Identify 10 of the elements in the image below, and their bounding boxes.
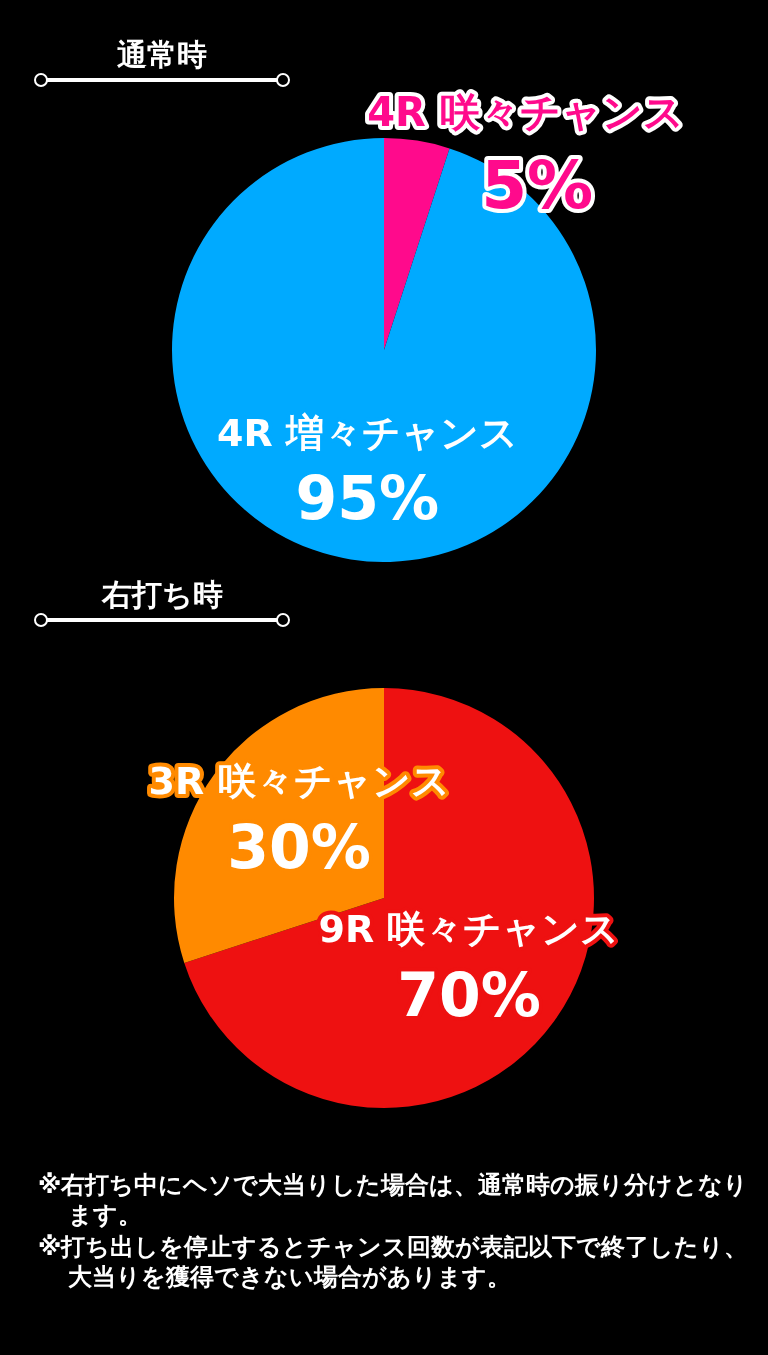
data-label: 70%: [397, 959, 541, 1030]
text: ※右打ち中にヘソで大当りした場合は、通常時の振り分けとなります。: [38, 1170, 750, 1230]
chart-title: 通常時: [116, 36, 208, 74]
text: ※打ち出しを停止するとチャンス回数が表記以下で終了したり、大当りを獲得できない場合があります。: [38, 1232, 750, 1292]
data-label: 95%: [295, 463, 440, 534]
data-label: 30%: [227, 811, 371, 882]
slice-label: 4R 増々チャンス: [216, 410, 518, 455]
slice-label: 4R 咲々チャンス: [367, 89, 684, 136]
slice-label: 3R 咲々チャンス: [148, 758, 450, 803]
chart-title: 右打ち時: [100, 576, 224, 614]
